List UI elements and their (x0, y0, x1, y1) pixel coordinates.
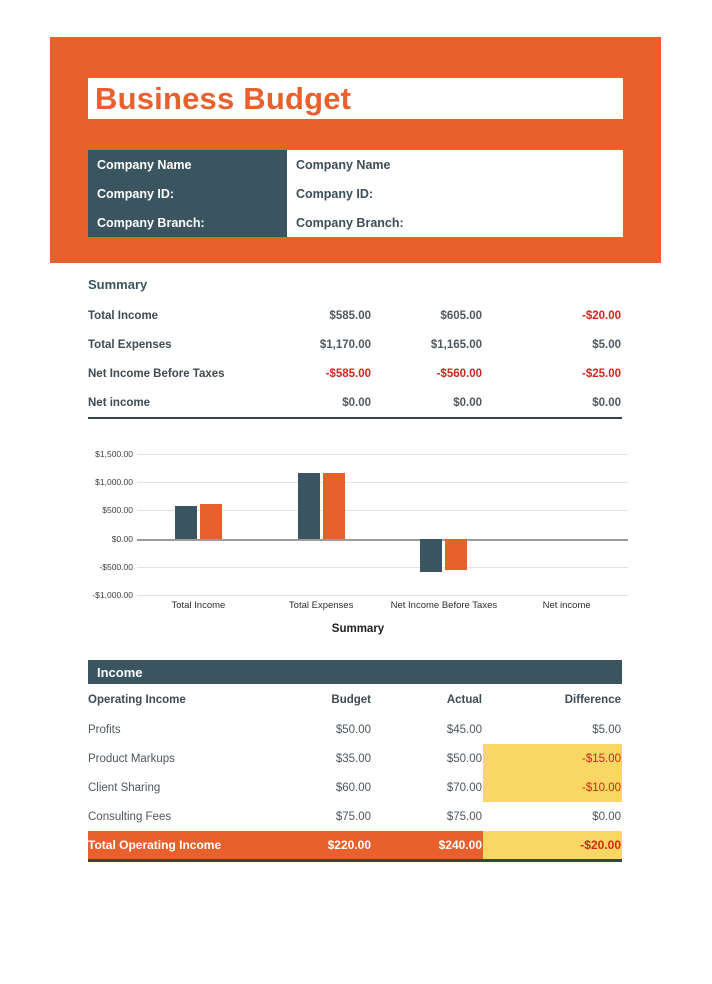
summary-row-label: Total Expenses (88, 338, 172, 351)
total-row: Total Operating Income $220.00 $240.00 -$20… (88, 831, 622, 859)
summary-row-label: Total Income (88, 309, 159, 322)
summary-cell[interactable]: -$25.00 (581, 367, 621, 380)
summary-bar-chart: Summary $1,500.00 $1,000.00 $500.00 $0.00 -$… (88, 439, 628, 641)
summary-cell[interactable]: -$560.00 (436, 367, 482, 380)
summary-row: Total Expenses $1,170.00 $1,165.00 $5.00 (88, 330, 622, 359)
actual-cell[interactable]: $75.00 (446, 810, 482, 823)
budget-cell[interactable]: $35.00 (335, 752, 371, 765)
summary-cell[interactable]: -$585.00 (325, 367, 371, 380)
chart-bar-budget (174, 505, 197, 539)
chart-gridline (137, 566, 628, 568)
income-column-header: Actual (446, 693, 482, 706)
income-column-header: Operating Income (88, 693, 186, 706)
budget-cell[interactable]: $60.00 (335, 781, 371, 794)
summary-cell[interactable]: $1,170.00 (319, 338, 371, 351)
summary-cell[interactable]: $0.00 (453, 396, 482, 409)
table-row: Consulting Fees $75.00 $75.00 $0.00 (88, 802, 622, 831)
difference-cell[interactable]: $5.00 (592, 723, 621, 736)
x-axis-category-label: Net income (542, 600, 591, 611)
actual-cell[interactable]: $50.00 (446, 752, 482, 765)
budget-cell[interactable]: $75.00 (335, 810, 371, 823)
difference-cell[interactable]: -$10.00 (483, 773, 622, 802)
income-row-label: Product Markups (88, 752, 175, 765)
total-actual-cell[interactable]: $240.00 (438, 838, 482, 852)
chart-bar-actual (445, 538, 468, 571)
table-row: Product Markups $35.00 $50.00 -$15.00 (88, 744, 622, 773)
chart-bar-actual (199, 504, 222, 539)
difference-cell[interactable]: -$15.00 (483, 744, 622, 773)
chart-bar-budget (420, 538, 443, 572)
chart-gridline (137, 454, 628, 455)
chart-gridline (137, 510, 628, 512)
company-field-value[interactable]: Company ID: (296, 186, 374, 201)
actual-cell[interactable]: $70.00 (446, 781, 482, 794)
income-section-header: Income (88, 660, 622, 684)
chart-title: Summary (331, 623, 385, 635)
chart-bar-budget (297, 472, 320, 539)
summary-cell[interactable]: $585.00 (329, 309, 371, 322)
y-axis-tick-label: $500.00 (102, 505, 133, 516)
x-axis-category-label: Total Income (171, 600, 226, 611)
summary-cell[interactable]: -$20.00 (581, 309, 621, 322)
company-field-value[interactable]: Company Name (296, 157, 391, 172)
income-column-header: Budget (331, 693, 371, 706)
y-axis-tick-label: -$1,000.00 (92, 590, 133, 600)
actual-cell[interactable]: $45.00 (446, 723, 482, 736)
income-column-header: Difference (564, 693, 621, 706)
y-axis-tick-label: $1,500.00 (95, 449, 133, 459)
summary-row-label: Net income (88, 396, 150, 409)
income-row-label: Client Sharing (88, 781, 161, 794)
company-value-column: Company Name Company ID: Company Branch: (287, 150, 623, 237)
chart-bar-actual (322, 472, 345, 539)
income-header-row: Operating Income Budget Actual Difference (88, 684, 622, 715)
summary-cell[interactable]: $1,165.00 (430, 338, 482, 351)
company-info-table: Company Name Company ID: Company Branch: C… (88, 150, 623, 237)
summary-table: Total Income $585.00 $605.00 -$20.00 Total E… (88, 301, 622, 419)
summary-heading: Summary (88, 277, 148, 292)
summary-cell[interactable]: $605.00 (440, 309, 482, 322)
y-axis-tick-label: $0.00 (111, 533, 133, 544)
total-row-label: Total Operating Income (88, 838, 222, 852)
company-label-column: Company Name Company ID: Company Branch: (88, 150, 287, 237)
x-axis-category-label: Net Income Before Taxes (390, 600, 498, 611)
difference-cell[interactable]: $0.00 (592, 810, 621, 823)
summary-row: Net income $0.00 $0.00 $0.00 (88, 388, 622, 417)
y-axis-tick-label: $1,000.00 (95, 477, 133, 488)
chart-gridline (137, 595, 628, 596)
summary-cell[interactable]: $0.00 (592, 396, 621, 409)
budget-cell[interactable]: $50.00 (335, 723, 371, 736)
table-row: Client Sharing $60.00 $70.00 -$10.00 (88, 773, 622, 802)
company-field-label: Company ID: (97, 186, 175, 201)
header-band: Business Budget Company Name Company ID: C… (50, 37, 661, 263)
chart-gridline (137, 482, 628, 484)
summary-row: Total Income $585.00 $605.00 -$20.00 (88, 301, 622, 330)
income-section-title: Income (97, 664, 143, 680)
company-field-label: Company Branch: (97, 215, 205, 230)
content-column: Summary Total Income $585.00 $605.00 -$20.0… (88, 263, 628, 862)
income-row-label: Profits (88, 723, 121, 736)
total-budget-cell[interactable]: $220.00 (327, 838, 371, 852)
company-field-value[interactable]: Company Branch: (296, 215, 404, 230)
x-axis-category-label: Total Expenses (288, 600, 354, 611)
company-field-label: Company Name (97, 157, 192, 172)
table-row: Profits $50.00 $45.00 $5.00 (88, 715, 622, 744)
income-table: Operating Income Budget Actual Difference Pr… (88, 684, 622, 862)
summary-cell[interactable]: $5.00 (592, 338, 621, 351)
total-difference-cell[interactable]: -$20.00 (483, 831, 622, 859)
title-box: Business Budget (88, 78, 623, 119)
page-title: Business Budget (95, 80, 352, 116)
chart-gridline (137, 538, 628, 541)
summary-row-label: Net Income Before Taxes (88, 367, 225, 380)
summary-cell[interactable]: $0.00 (342, 396, 371, 409)
y-axis-tick-label: -$500.00 (99, 561, 133, 572)
income-row-label: Consulting Fees (88, 810, 172, 823)
summary-row: Net Income Before Taxes -$585.00 -$560.00 -… (88, 359, 622, 388)
